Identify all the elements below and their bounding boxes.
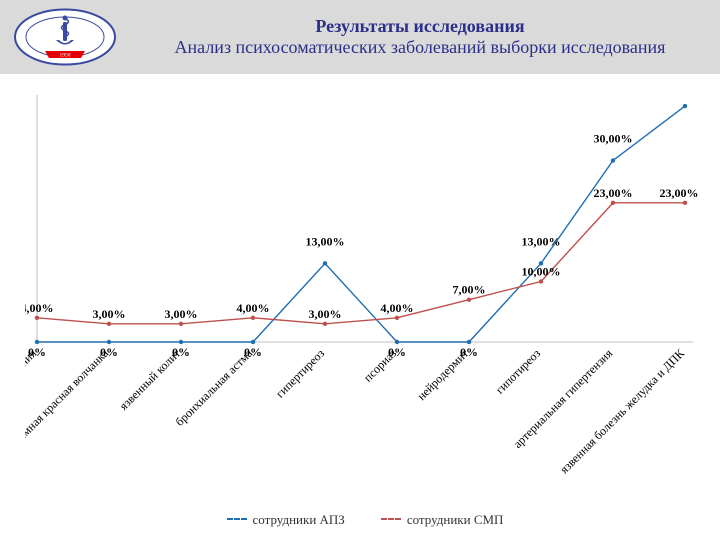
logo-wrap: 1950 (0, 0, 130, 74)
value-label: 0% (28, 345, 46, 359)
value-label: 23,00% (660, 186, 699, 200)
value-label: 0% (100, 345, 118, 359)
series-marker (683, 104, 687, 108)
value-label: 39,00% (660, 90, 699, 91)
value-label: 13,00% (306, 234, 345, 248)
series-marker (683, 201, 687, 205)
x-axis-label: онкологические заболевания (25, 346, 39, 460)
legend-swatch (227, 518, 247, 522)
value-label: 0% (244, 345, 262, 359)
legend-item: сотрудники СМП (381, 512, 504, 528)
value-label: 3,00% (165, 307, 198, 321)
series-marker (467, 297, 471, 301)
value-label: 4,00% (381, 301, 414, 315)
series-marker (179, 340, 183, 344)
series-marker (323, 261, 327, 265)
title-line-2: Анализ психосоматических заболеваний выб… (130, 37, 710, 58)
legend-swatch (381, 518, 401, 522)
series-marker (251, 340, 255, 344)
x-axis-label: язвенная болезнь желудка и ДПК (557, 346, 688, 477)
series-marker (539, 279, 543, 283)
series-marker (323, 322, 327, 326)
series-marker (179, 322, 183, 326)
value-label: 23,00% (594, 186, 633, 200)
series-marker (611, 158, 615, 162)
line-chart: онкологические заболеваниясистемная крас… (25, 90, 705, 510)
series-marker (467, 340, 471, 344)
legend: сотрудники АПЗ сотрудники СМП (25, 510, 705, 528)
value-label: 0% (460, 345, 478, 359)
series-marker (611, 201, 615, 205)
series-marker (35, 340, 39, 344)
value-label: 3,00% (93, 307, 126, 321)
legend-item: сотрудники АПЗ (227, 512, 345, 528)
series-marker (251, 316, 255, 320)
legend-label: сотрудники АПЗ (253, 512, 345, 528)
value-label: 13,00% (522, 234, 561, 248)
series-marker (395, 340, 399, 344)
chart-area: онкологические заболеваниясистемная крас… (25, 90, 705, 530)
series-marker (395, 316, 399, 320)
title-line-1: Результаты исследования (130, 16, 710, 37)
value-label: 4,00% (25, 301, 54, 315)
value-label: 30,00% (594, 132, 633, 146)
value-label: 3,00% (309, 307, 342, 321)
value-label: 0% (172, 345, 190, 359)
x-axis-label: системная красная волчанка (25, 346, 112, 459)
series-marker (107, 322, 111, 326)
series-marker (35, 316, 39, 320)
value-label: 0% (388, 345, 406, 359)
legend-label: сотрудники СМП (407, 512, 504, 528)
value-label: 4,00% (237, 301, 270, 315)
x-axis-label: гипертиреоз (273, 346, 327, 400)
series-marker (107, 340, 111, 344)
university-logo-icon: 1950 (10, 7, 120, 67)
series-line (37, 203, 685, 324)
series-line (37, 106, 685, 342)
value-label: 10,00% (522, 265, 561, 279)
x-axis-label: гипотиреоз (493, 346, 544, 397)
value-label: 7,00% (453, 283, 486, 297)
svg-text:1950: 1950 (60, 53, 71, 59)
title-wrap: Результаты исследования Анализ психосома… (130, 16, 720, 58)
header-bar: 1950 Результаты исследования Анализ псих… (0, 0, 720, 74)
